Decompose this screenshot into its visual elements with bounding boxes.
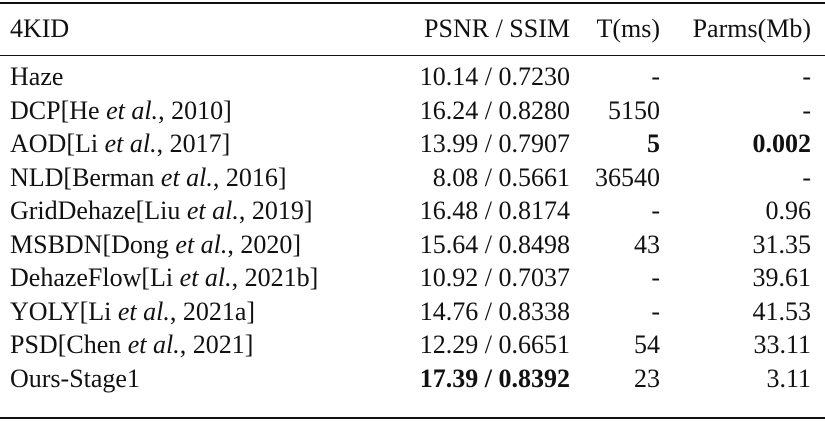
value-cell: - [651,263,660,292]
method-text: , 2016] [212,162,287,192]
method-text: et al. [117,296,170,326]
value-cell: - [802,62,811,91]
value-cell: 3.11 [766,363,811,393]
method-text: et al. [179,263,232,292]
method-text: et al. [104,129,157,158]
value-cell: - [802,95,811,125]
method-cell: Ours-Stage1 [10,364,140,394]
value-cell: 31.35 [752,229,812,259]
method-cell: YOLY[Li et al., 2021a] [10,297,255,327]
value-cell: 10.92 / 0.7037 [419,263,570,292]
method-cell: AOD[Li et al., 2017] [10,129,230,159]
value-cell: 36540 [595,162,660,192]
value-cell: 15.64 / 0.8498 [419,229,570,259]
header-cell: 4KID [10,14,70,43]
method-cell: DehazeFlow[Li et al., 2021b] [10,263,318,293]
method-text: DCP[He [10,95,107,125]
value-cell: 10.14 / 0.7230 [419,62,570,91]
header-cell: T(ms) [596,14,660,43]
method-text: et al. [160,162,213,192]
value-cell: 54 [634,330,660,359]
method-text: YOLY[Li [10,296,118,326]
method-text: Ours-Stage1 [10,363,140,393]
value-cell: 39.61 [752,263,812,292]
value-cell: 5150 [608,95,660,125]
method-text: NLD[Berman [10,162,161,192]
method-cell: Haze [10,62,63,92]
method-cell: MSBDN[Dong et al., 2020] [10,230,301,260]
method-text: , 2021a] [169,296,256,326]
method-text: , 2017] [156,129,231,158]
value-cell: 33.11 [753,330,811,359]
value-cell: 16.24 / 0.8280 [419,95,570,125]
value-cell: - [651,62,660,91]
method-text: et al. [106,95,159,125]
method-text: et al. [127,330,180,359]
value-cell: 17.39 / 0.8392 [419,363,570,393]
method-text: et al. [186,196,239,225]
top-rule [0,2,825,4]
value-cell: 16.48 / 0.8174 [419,196,570,225]
method-cell: PSD[Chen et al., 2021] [10,330,253,360]
method-text: , 2019] [238,196,313,225]
method-text: , 2020] [227,229,302,259]
method-cell: GridDehaze[Liu et al., 2019] [10,196,313,226]
method-text: , 2010] [158,95,232,125]
method-text: , 2021] [179,330,254,359]
method-text: AOD[Li [10,129,105,158]
header-rule [0,55,825,56]
value-cell: - [651,296,660,326]
value-cell: 13.99 / 0.7907 [419,129,570,158]
value-cell: 0.002 [752,129,812,158]
header-cell: Parms(Mb) [692,14,811,43]
method-cell: NLD[Berman et al., 2016] [10,163,287,193]
method-text: Haze [10,62,64,91]
value-cell: 43 [634,229,660,259]
value-cell: 14.76 / 0.8338 [419,296,570,326]
value-cell: 5 [647,129,660,158]
value-cell: - [651,196,660,225]
method-text: MSBDN[Dong [10,229,176,259]
value-cell: 0.96 [765,196,812,225]
value-cell: - [802,162,811,192]
method-text: et al. [175,229,228,259]
value-cell: 8.08 / 0.5661 [432,162,570,192]
method-text: GridDehaze[Liu [10,196,187,225]
value-cell: 23 [634,363,660,393]
method-cell: DCP[He et al., 2010] [10,96,232,126]
bottom-rule [0,417,825,419]
value-cell: 41.53 [752,296,812,326]
method-text: PSD[Chen [10,330,128,359]
method-text: DehazeFlow[Li [10,263,180,292]
method-text: , 2021b] [231,263,319,292]
header-cell: PSNR / SSIM [424,14,570,43]
value-cell: 12.29 / 0.6651 [419,330,570,359]
